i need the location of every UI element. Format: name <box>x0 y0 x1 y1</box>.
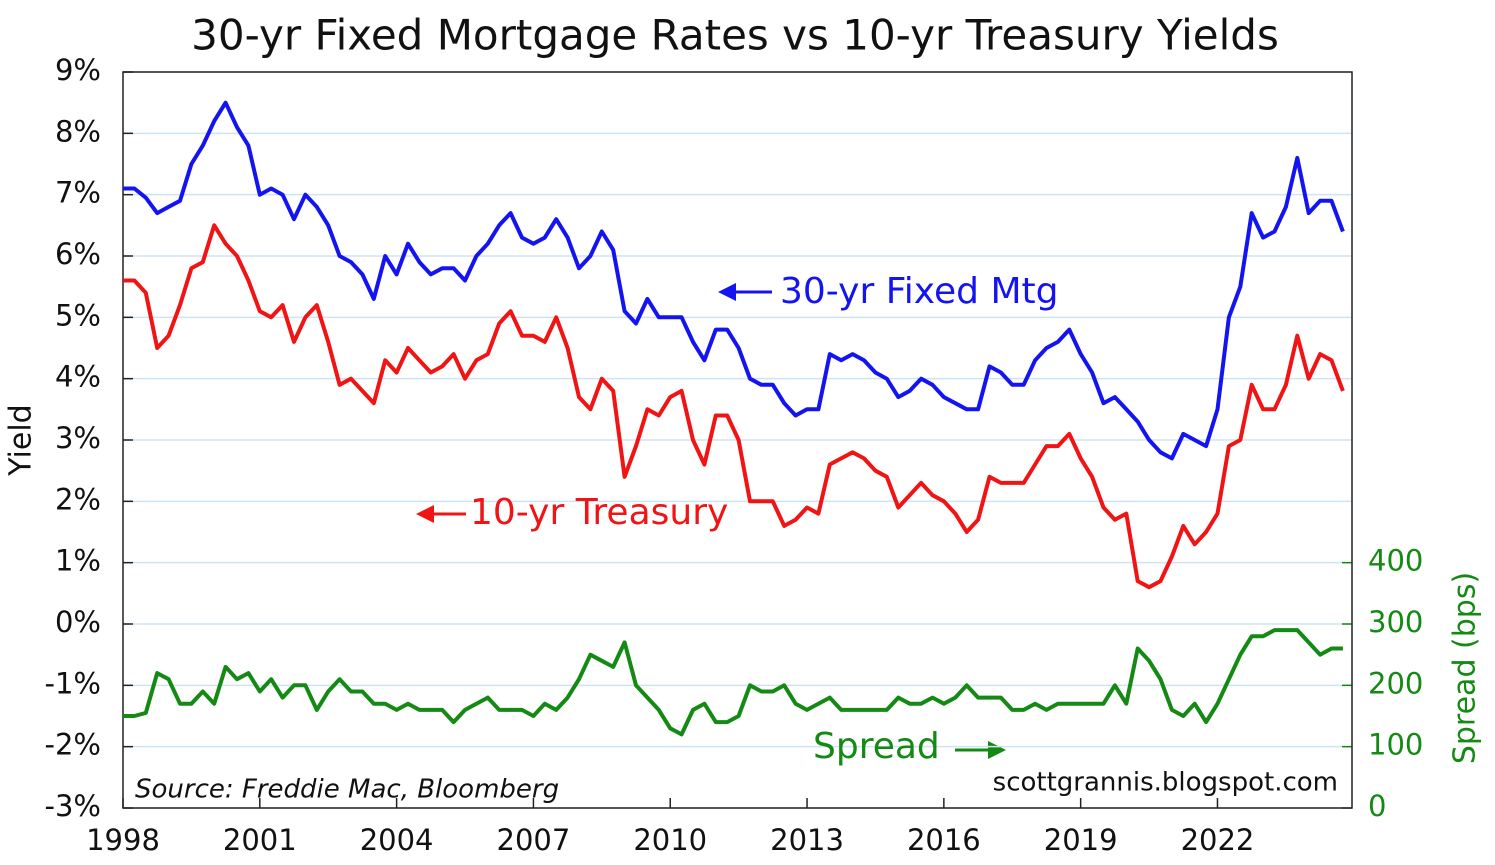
x-tick-label: 2013 <box>770 823 844 857</box>
y-tick-label: -3% <box>45 789 101 823</box>
credit-note: scottgrannis.blogspot.com <box>993 768 1338 798</box>
y-tick-label: 9% <box>55 53 101 87</box>
arrow-head <box>988 741 1006 759</box>
y2-axis-label: Spread (bps) <box>1448 572 1483 764</box>
x-tick-label: 2016 <box>907 823 981 857</box>
plot-frame <box>122 71 1353 809</box>
y-tick-label: 7% <box>55 176 101 210</box>
y-tick-label: 0% <box>55 605 101 639</box>
series-label: Spread <box>813 726 940 767</box>
y-tick-label: 3% <box>55 421 101 455</box>
y-tick-label: 4% <box>55 360 101 394</box>
y2-tick-label: 200 <box>1368 666 1423 700</box>
y-tick-label: 5% <box>55 298 101 332</box>
y2-tick-label: 400 <box>1368 544 1423 578</box>
y2-tick-label: 300 <box>1368 605 1423 639</box>
x-tick-label: 2019 <box>1044 823 1118 857</box>
series-label: 10-yr Treasury <box>470 492 728 533</box>
series-label: 30-yr Fixed Mtg <box>780 271 1058 312</box>
x-tick-label: 2010 <box>633 823 707 857</box>
series-line <box>123 100 1345 461</box>
series-line <box>123 628 1343 737</box>
chart-title: 30-yr Fixed Mortgage Rates vs 10-yr Trea… <box>191 11 1279 60</box>
annotation-arrows <box>416 283 1006 759</box>
y-tick-label: 2% <box>55 482 101 516</box>
x-tick-label: 2022 <box>1181 823 1255 857</box>
y2-tick-label: 0 <box>1368 789 1386 823</box>
arrow-head <box>718 283 736 301</box>
x-tick-label: 2004 <box>360 823 434 857</box>
y-tick-label: -2% <box>45 728 101 762</box>
arrow-head <box>416 505 434 523</box>
y-axis-label: Yield <box>4 404 39 476</box>
y-tick-label: 1% <box>55 544 101 578</box>
x-tick-label: 2007 <box>497 823 571 857</box>
x-tick-label: 1998 <box>86 823 160 857</box>
y2-tick-label: 100 <box>1368 728 1423 762</box>
source-note: Source: Freddie Mac, Bloomberg <box>135 775 559 805</box>
y-tick-label: 8% <box>55 114 101 148</box>
series-line <box>123 223 1345 590</box>
x-tick-label: 2001 <box>223 823 297 857</box>
y-tick-label: 6% <box>55 237 101 271</box>
y-tick-label: -1% <box>45 666 101 700</box>
